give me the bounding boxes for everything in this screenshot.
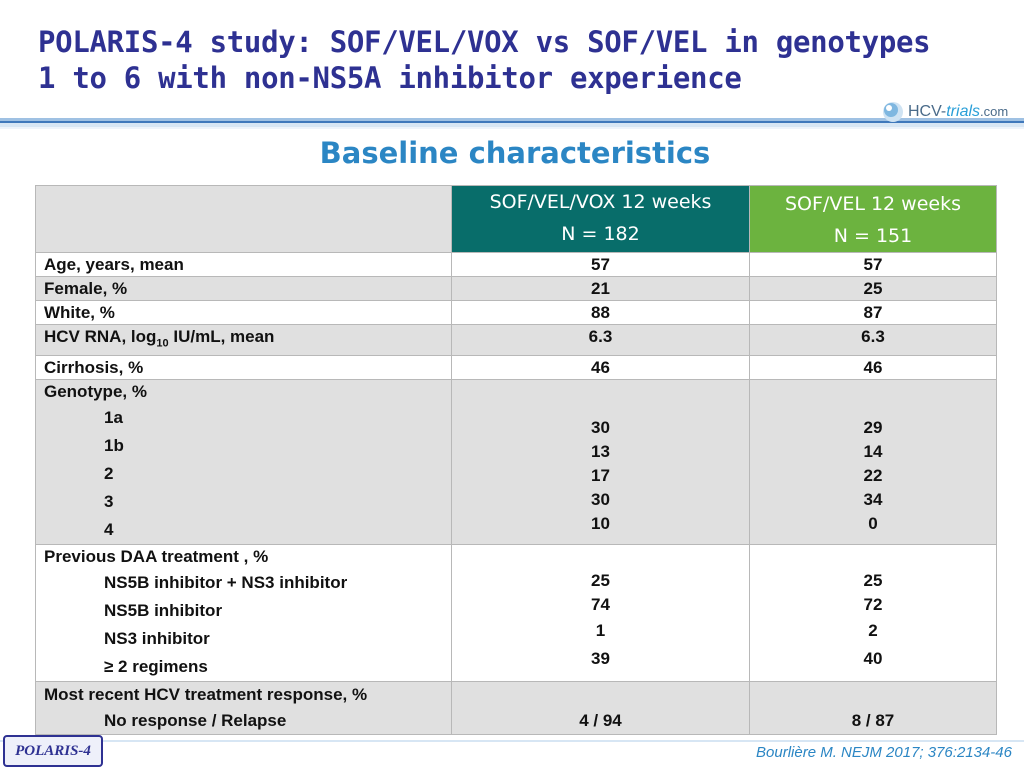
table-row-white: White, % 88 87: [35, 300, 997, 325]
value-sof-vel-vox: 17: [591, 466, 610, 486]
header-divider-accent: [0, 121, 1024, 123]
hcv-trials-logo-icon: [883, 102, 903, 122]
daa-label: NS3 inhibitor: [104, 629, 210, 649]
row-label-group: Genotype, % 1a 1b 2 3 4: [35, 379, 452, 546]
value-sof-vel-vox: 1: [595, 621, 606, 641]
header-sof-vel-arm: SOF/VEL 12 weeks: [784, 193, 961, 215]
genotype-label: 3: [104, 492, 114, 512]
value-sof-vel-vox: 6.3: [451, 323, 750, 357]
header-sof-vel-n: N = 151: [833, 225, 913, 247]
table-header-row: SOF/VEL/VOX 12 weeks N = 182 SOF/VEL 12 …: [35, 185, 997, 253]
value-sof-vel-vox: 30: [591, 490, 610, 510]
table-row-female: Female, % 21 25: [35, 276, 997, 301]
value-sof-vel: 22: [863, 466, 883, 486]
row-label: White, %: [35, 300, 452, 325]
row-label: Female, %: [35, 276, 452, 301]
value-sof-vel-vox: 30: [591, 418, 610, 438]
value-sof-vel: 34: [863, 490, 883, 510]
value-sof-vel-vox: 25: [591, 571, 610, 591]
logo-text: HCV-trials.com: [908, 103, 1009, 120]
values-sof-vel-vox: 30 13 17 30 10: [451, 379, 750, 546]
slide-title-line-2: 1 to 6 with non-NS5A inhibitor experienc…: [38, 61, 742, 95]
value-sof-vel: 87: [749, 300, 997, 325]
row-label-group: Most recent HCV treatment response, % No…: [35, 681, 452, 736]
group-label: Most recent HCV treatment response, %: [44, 685, 368, 705]
row-label: HCV RNA, log10 IU/mL, mean: [35, 323, 452, 357]
value-sof-vel: 25: [749, 276, 997, 301]
header-divider-fade: [0, 127, 1024, 129]
values-sof-vel: 29 14 22 34 0: [749, 379, 997, 546]
response-label: No response / Relapse: [104, 711, 287, 731]
value-sof-vel-vox: 13: [591, 442, 610, 462]
citation: Bourlière M. NEJM 2017; 376:2134-46: [756, 744, 1012, 761]
value-sof-vel: 46: [749, 355, 997, 381]
table-row-age: Age, years, mean 57 57: [35, 252, 997, 277]
header-sof-vel-vox: SOF/VEL/VOX 12 weeks N = 182: [451, 185, 750, 253]
hcv-trials-logo: HCV-trials.com: [880, 98, 1020, 126]
genotype-label: 2: [104, 464, 114, 484]
group-label: Genotype, %: [44, 382, 147, 402]
value-sof-vel-vox: 4 / 94: [451, 681, 750, 736]
row-label: Cirrhosis, %: [35, 355, 452, 381]
table-row-treatment-response: Most recent HCV treatment response, % No…: [35, 681, 997, 736]
genotype-label: 1a: [104, 408, 123, 428]
header-sof-vel-vox-n: N = 182: [561, 223, 640, 245]
table-row-previous-daa: Previous DAA treatment , % NS5B inhibito…: [35, 544, 997, 683]
value-sof-vel-vox: 21: [451, 276, 750, 301]
value-sof-vel-vox: 88: [451, 300, 750, 325]
header-divider: [0, 118, 1024, 121]
value-sof-vel: 6.3: [749, 323, 997, 357]
slide-subtitle: Baseline characteristics: [319, 136, 711, 170]
value-sof-vel-vox: 74: [591, 595, 610, 615]
footer-divider: [0, 740, 1024, 742]
value-sof-vel-vox: 46: [451, 355, 750, 381]
header-divider-shade: [0, 123, 1024, 127]
study-badge: POLARIS-4: [3, 735, 103, 767]
value-sof-vel: 0: [868, 514, 878, 534]
values-sof-vel: 25 72 2 40: [749, 544, 997, 683]
value-sof-vel-vox: 39: [591, 649, 610, 669]
slide-title-line-1: POLARIS-4 study: SOF/VEL/VOX vs SOF/VEL …: [38, 25, 931, 59]
header-sof-vel-vox-arm: SOF/VEL/VOX 12 weeks: [489, 191, 712, 213]
value-sof-vel: 25: [863, 571, 883, 591]
daa-label: NS5B inhibitor + NS3 inhibitor: [104, 573, 348, 593]
daa-label: NS5B inhibitor: [104, 601, 223, 621]
table-row-hcv-rna: HCV RNA, log10 IU/mL, mean 6.3 6.3: [35, 323, 997, 357]
value-sof-vel-vox: 57: [451, 252, 750, 277]
group-label: Previous DAA treatment , %: [44, 547, 269, 567]
slide-title: POLARIS-4 study: SOF/VEL/VOX vs SOF/VEL …: [38, 24, 1018, 96]
value-sof-vel: 29: [863, 418, 883, 438]
daa-label: ≥ 2 regimens: [104, 657, 208, 677]
table-row-cirrhosis: Cirrhosis, % 46 46: [35, 355, 997, 381]
value-sof-vel-vox: 10: [591, 514, 610, 534]
value-sof-vel: 14: [863, 442, 883, 462]
value-sof-vel: 2: [868, 621, 878, 641]
values-sof-vel-vox: 25 74 1 39: [451, 544, 750, 683]
genotype-label: 4: [104, 520, 114, 540]
header-empty-cell: [35, 185, 452, 253]
value-sof-vel: 40: [863, 649, 883, 669]
value-sof-vel: 8 / 87: [749, 681, 997, 736]
header-sof-vel: SOF/VEL 12 weeks N = 151: [749, 185, 997, 253]
row-label: Age, years, mean: [35, 252, 452, 277]
baseline-characteristics-table: SOF/VEL/VOX 12 weeks N = 182 SOF/VEL 12 …: [35, 185, 997, 736]
table-row-genotype: Genotype, % 1a 1b 2 3 4 30 13 17 30 10 2…: [35, 379, 997, 546]
row-label-group: Previous DAA treatment , % NS5B inhibito…: [35, 544, 452, 683]
genotype-label: 1b: [104, 436, 124, 456]
value-sof-vel: 57: [749, 252, 997, 277]
value-sof-vel: 72: [863, 595, 883, 615]
